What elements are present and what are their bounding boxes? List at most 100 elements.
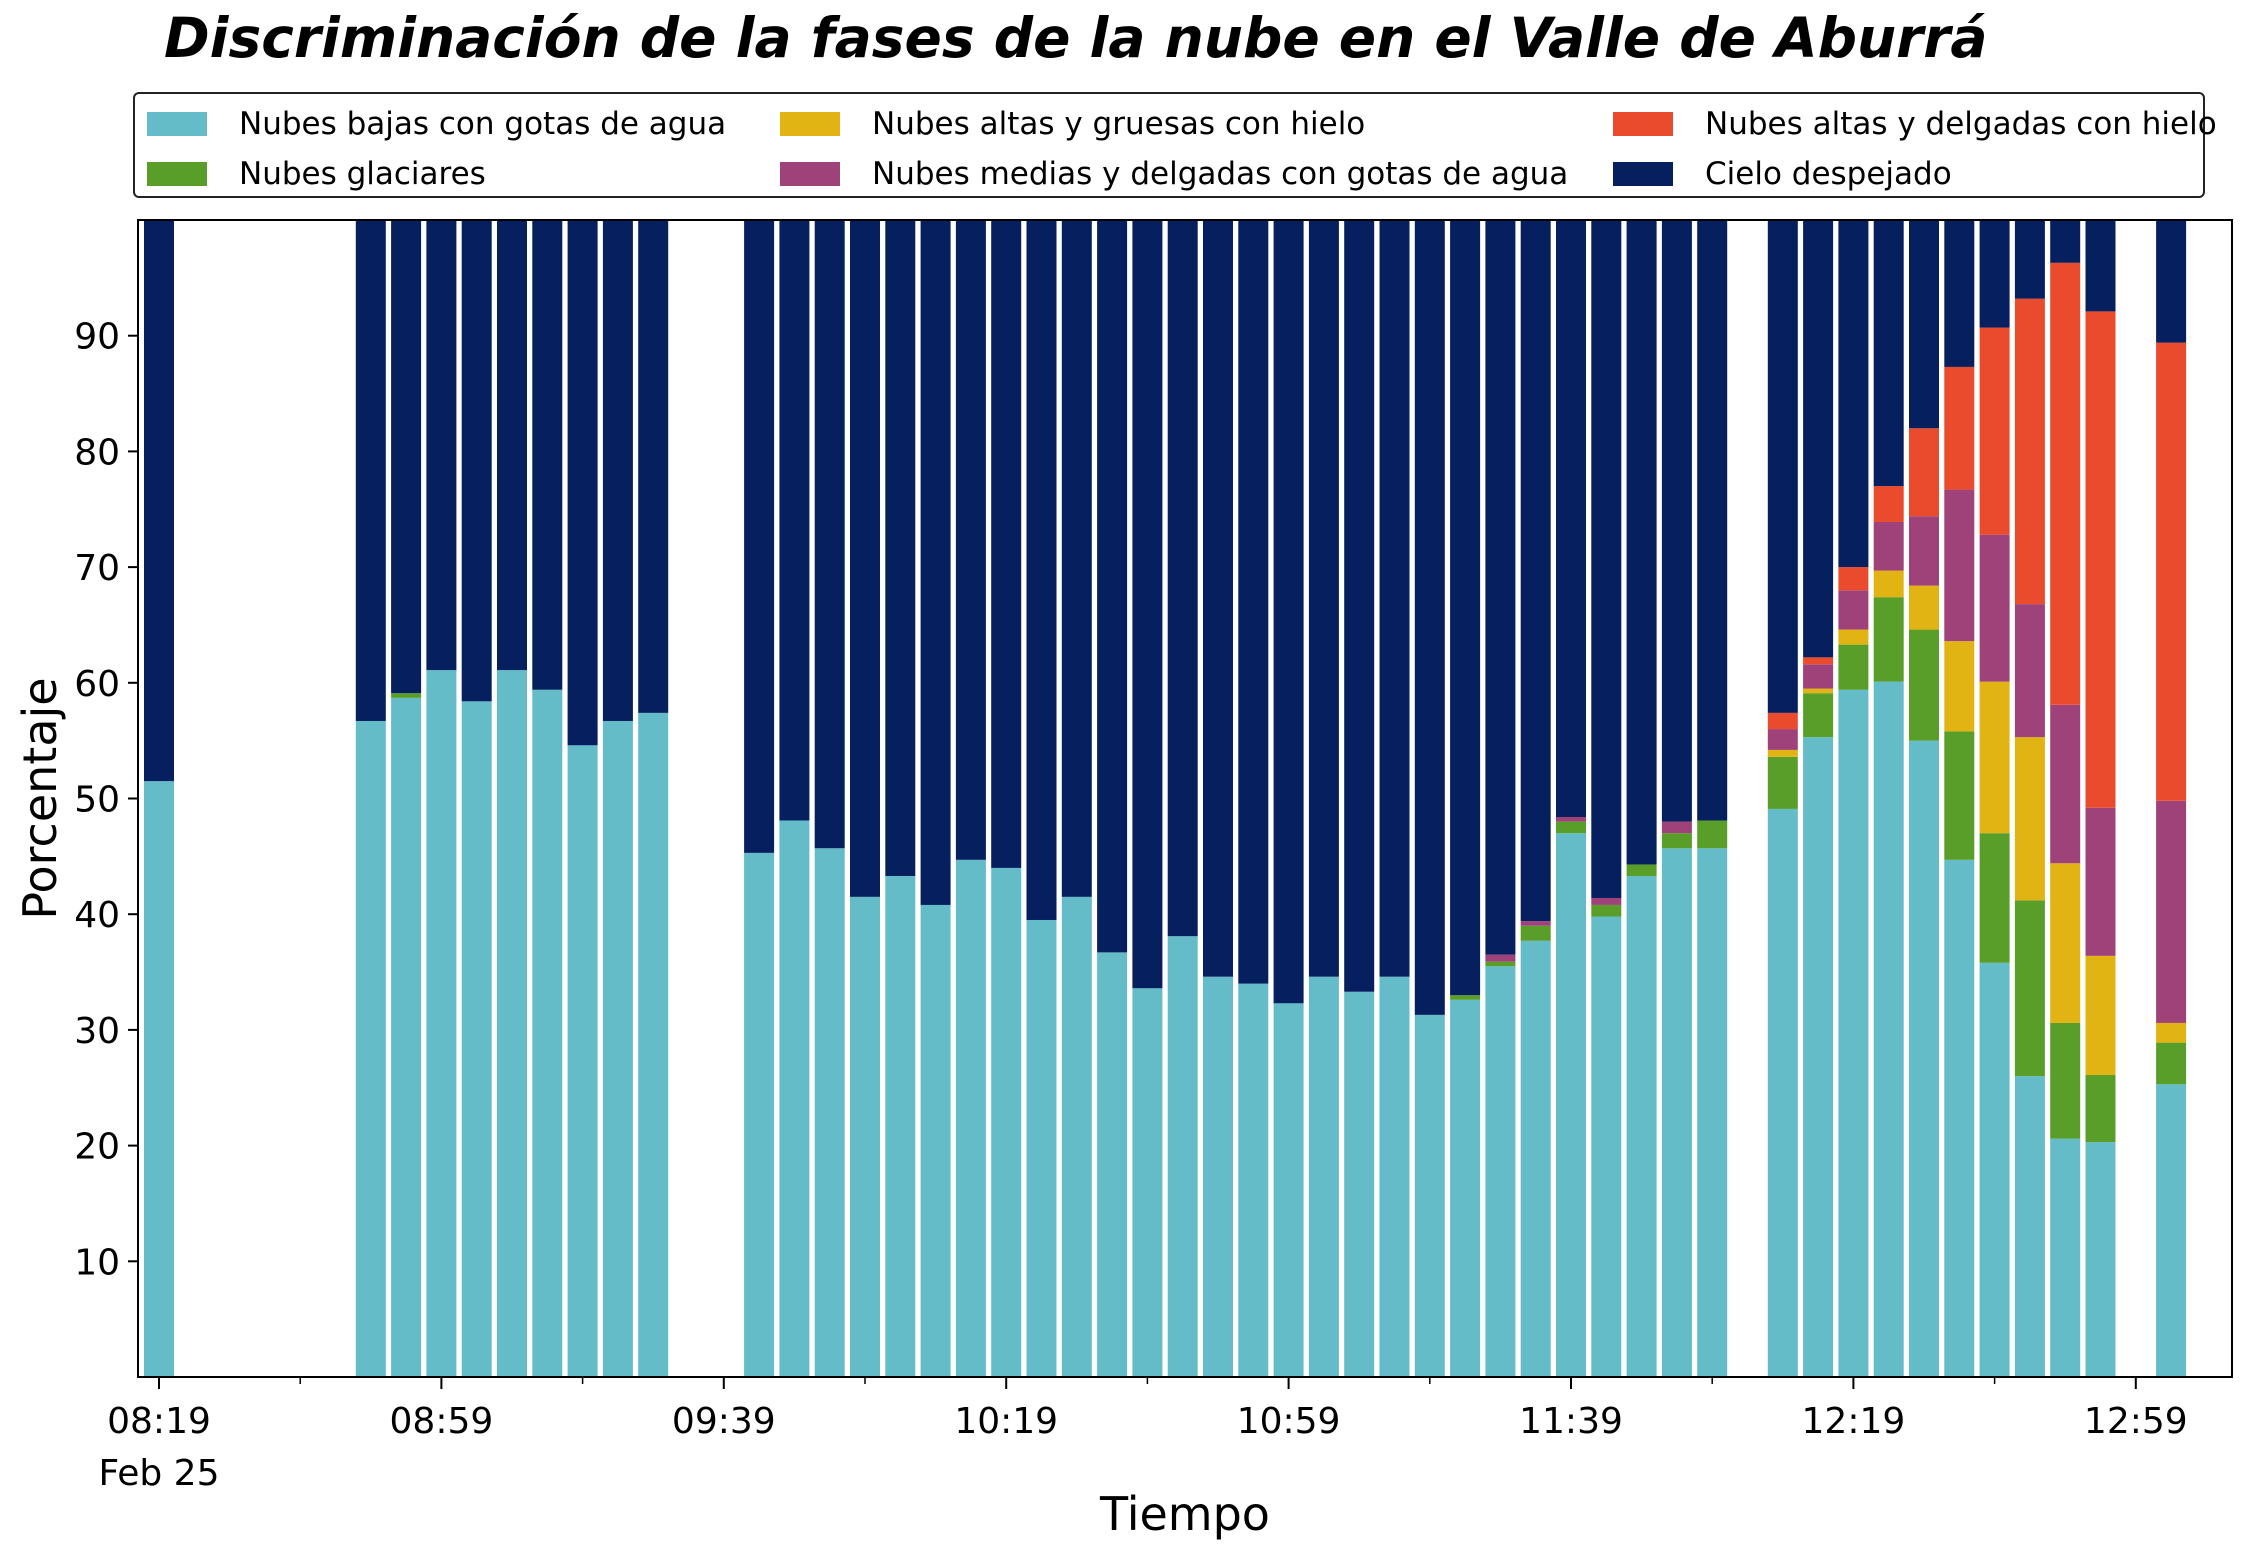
bar-segment-17-series-5 xyxy=(744,220,775,853)
bar-segment-55-series-2 xyxy=(2085,955,2116,1076)
bar-segment-41-series-3 xyxy=(1591,898,1622,905)
legend-swatch xyxy=(780,162,840,186)
bar-segment-36-series-5 xyxy=(1414,220,1445,1015)
bar-segment-18-series-5 xyxy=(779,220,810,821)
bar-segment-35-series-0 xyxy=(1379,976,1410,1377)
legend-label: Cielo despejado xyxy=(1705,156,1952,192)
y-tick-label: 70 xyxy=(74,548,120,589)
bar-segment-55-series-5 xyxy=(2085,220,2116,312)
bar-segment-8-series-5 xyxy=(426,220,457,671)
x-axis-date-label: Feb 25 xyxy=(99,1453,220,1494)
bar-segment-48-series-4 xyxy=(1838,567,1869,591)
bar-segment-40-series-3 xyxy=(1556,817,1586,822)
bar-segment-6-series-5 xyxy=(355,220,386,721)
bar-segment-38-series-3 xyxy=(1485,954,1516,962)
bar-segment-55-series-1 xyxy=(2085,1075,2116,1143)
bar-segment-11-series-0 xyxy=(532,689,563,1377)
bar-segment-49-series-3 xyxy=(1873,521,1904,571)
bar-segment-53-series-4 xyxy=(2014,298,2045,605)
bar-segment-35-series-5 xyxy=(1379,220,1410,977)
x-tick-label: 10:19 xyxy=(954,1401,1058,1442)
bars-layer xyxy=(144,220,2187,1377)
bar-segment-14-series-5 xyxy=(638,220,669,713)
bar-segment-57-series-0 xyxy=(2156,1084,2187,1377)
bar-segment-7-series-0 xyxy=(391,697,422,1377)
bar-segment-29-series-0 xyxy=(1167,936,1198,1377)
bar-segment-40-series-5 xyxy=(1556,220,1586,818)
x-tick-label: 12:19 xyxy=(1802,1401,1906,1442)
bar-segment-46-series-5 xyxy=(1767,220,1798,713)
bar-segment-52-series-2 xyxy=(1979,681,2010,834)
bar-segment-41-series-5 xyxy=(1591,220,1622,899)
bar-segment-24-series-0 xyxy=(991,867,1022,1377)
bar-segment-54-series-2 xyxy=(2050,863,2081,1023)
bar-segment-53-series-3 xyxy=(2014,604,2045,738)
bar-segment-52-series-4 xyxy=(1979,327,2010,535)
y-tick-label: 10 xyxy=(74,1242,120,1283)
y-tick-label: 30 xyxy=(74,1011,120,1052)
bar-segment-39-series-5 xyxy=(1520,220,1551,922)
x-tick-label: 10:59 xyxy=(1237,1401,1341,1442)
bar-segment-25-series-5 xyxy=(1026,220,1057,920)
bar-segment-49-series-4 xyxy=(1873,486,1904,522)
bar-segment-34-series-5 xyxy=(1344,220,1375,992)
bar-segment-38-series-5 xyxy=(1485,220,1516,955)
bar-segment-57-series-4 xyxy=(2156,342,2187,801)
bar-segment-51-series-4 xyxy=(1944,366,1975,490)
bar-segment-26-series-0 xyxy=(1061,896,1092,1377)
bar-segment-48-series-2 xyxy=(1838,629,1869,645)
bar-segment-53-series-5 xyxy=(2014,220,2045,299)
bar-segment-57-series-5 xyxy=(2156,220,2187,343)
bar-segment-50-series-3 xyxy=(1909,516,1939,586)
bar-segment-54-series-5 xyxy=(2050,220,2081,263)
bar-segment-24-series-5 xyxy=(991,220,1022,868)
bar-segment-52-series-3 xyxy=(1979,534,2010,682)
bar-segment-28-series-5 xyxy=(1132,220,1163,989)
bar-segment-37-series-1 xyxy=(1450,995,1481,1000)
bar-segment-31-series-5 xyxy=(1238,220,1269,984)
bar-segment-37-series-0 xyxy=(1450,999,1481,1377)
bar-segment-48-series-3 xyxy=(1838,590,1869,630)
bar-segment-52-series-5 xyxy=(1979,220,2010,328)
y-tick-label: 50 xyxy=(74,780,120,821)
bar-segment-48-series-0 xyxy=(1838,689,1869,1377)
legend-item: Nubes bajas con gotas de agua xyxy=(147,106,726,142)
bar-segment-29-series-5 xyxy=(1167,220,1198,937)
bar-segment-12-series-0 xyxy=(567,745,598,1377)
bar-segment-54-series-3 xyxy=(2050,704,2081,864)
y-tick-label: 20 xyxy=(74,1127,120,1168)
bar-segment-48-series-1 xyxy=(1838,644,1869,690)
bar-segment-55-series-3 xyxy=(2085,807,2116,956)
bar-segment-42-series-5 xyxy=(1626,220,1657,865)
x-tick-label: 12:59 xyxy=(2084,1401,2188,1442)
bar-segment-41-series-0 xyxy=(1591,916,1622,1377)
bar-segment-0-series-0 xyxy=(144,781,174,1377)
bar-segment-7-series-1 xyxy=(391,693,422,698)
bar-segment-41-series-1 xyxy=(1591,904,1622,917)
y-tick-label: 90 xyxy=(74,317,120,358)
bar-segment-47-series-1 xyxy=(1803,693,1834,738)
bar-segment-18-series-0 xyxy=(779,820,810,1377)
bar-segment-39-series-0 xyxy=(1520,940,1551,1377)
y-tick-label: 80 xyxy=(74,432,120,473)
bar-segment-39-series-1 xyxy=(1520,925,1551,941)
bar-segment-46-series-1 xyxy=(1767,756,1798,809)
bar-segment-39-series-3 xyxy=(1520,921,1551,926)
bar-segment-43-series-0 xyxy=(1661,848,1692,1377)
legend-item: Nubes altas y delgadas con hielo xyxy=(1613,106,2217,142)
bar-segment-40-series-0 xyxy=(1556,833,1586,1377)
bar-segment-49-series-1 xyxy=(1873,597,1904,682)
legend-item: Nubes glaciares xyxy=(147,156,486,192)
bar-segment-43-series-5 xyxy=(1661,220,1692,822)
bar-segment-6-series-0 xyxy=(355,720,386,1377)
bar-segment-8-series-0 xyxy=(426,670,457,1377)
bar-segment-21-series-5 xyxy=(885,220,916,877)
bar-segment-50-series-4 xyxy=(1909,428,1939,517)
bar-segment-57-series-3 xyxy=(2156,800,2187,1023)
bar-segment-23-series-5 xyxy=(955,220,986,860)
bar-segment-44-series-0 xyxy=(1697,848,1728,1377)
legend-label: Nubes bajas con gotas de agua xyxy=(239,106,727,142)
y-tick-label: 60 xyxy=(74,664,120,705)
bar-segment-26-series-5 xyxy=(1061,220,1092,897)
bar-segment-27-series-5 xyxy=(1097,220,1128,953)
